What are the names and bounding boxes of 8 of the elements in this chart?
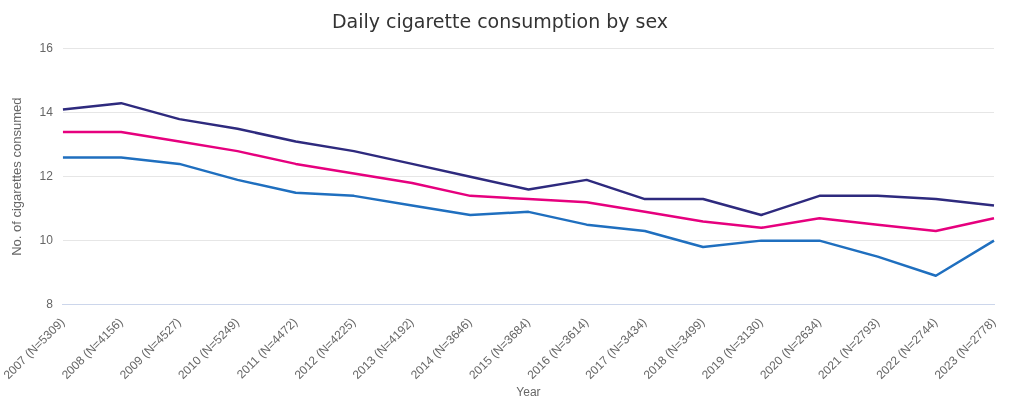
- x-axis-title: Year: [516, 385, 541, 400]
- y-tick-label: 10: [39, 232, 54, 247]
- y-axis-title: No. of cigarettes consumed: [9, 97, 25, 256]
- y-tick-label: 8: [46, 296, 54, 311]
- chart-title: Daily cigarette consumption by sex: [331, 10, 669, 33]
- y-tick-label: 14: [39, 105, 54, 120]
- y-tick-label: 16: [39, 41, 54, 56]
- y-tick-label: 12: [39, 169, 54, 183]
